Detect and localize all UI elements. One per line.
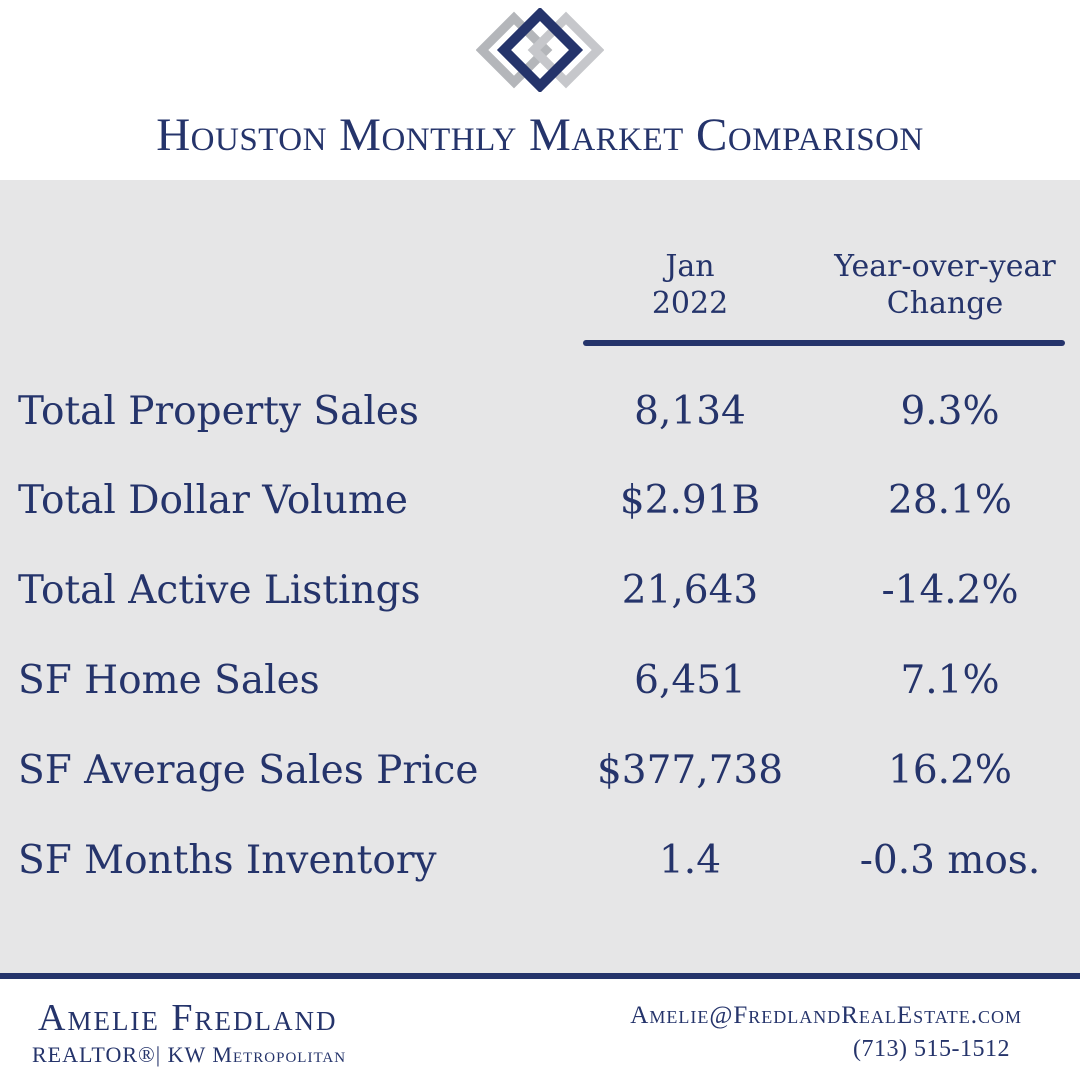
table-row: Total Dollar Volume $2.91B 28.1% [0, 471, 1080, 531]
row-label: SF Average Sales Price [18, 748, 479, 793]
column-header-month-line1: Jan [665, 249, 715, 284]
diamond-logo-icon [476, 8, 604, 92]
agent-email: Amelie@FredlandRealEstate.com [630, 1002, 1022, 1029]
column-header-month-line2: 2022 [651, 286, 729, 321]
row-label: Total Property Sales [18, 389, 419, 434]
row-value: 21,643 [621, 568, 759, 613]
row-label: Total Active Listings [18, 568, 421, 613]
row-change: 9.3% [900, 389, 1000, 434]
table-row: SF Average Sales Price $377,738 16.2% [0, 741, 1080, 801]
row-label: Total Dollar Volume [18, 478, 408, 523]
table-row: Total Active Listings 21,643 -14.2% [0, 561, 1080, 621]
row-value: 1.4 [658, 838, 722, 883]
row-change: 28.1% [888, 478, 1012, 523]
row-change: -14.2% [881, 568, 1019, 613]
row-label: SF Months Inventory [18, 838, 437, 883]
agent-phone: (713) 515-1512 [853, 1036, 1010, 1062]
footer-divider [0, 973, 1080, 979]
row-value: 6,451 [634, 658, 746, 703]
row-label: SF Home Sales [18, 658, 320, 703]
header-divider [583, 340, 1065, 346]
agent-name: Amelie Fredland [38, 997, 338, 1039]
table-row: SF Home Sales 6,451 7.1% [0, 651, 1080, 711]
row-value: $2.91B [619, 478, 761, 523]
row-value: $377,738 [596, 748, 784, 793]
column-header-change-line1: Year-over-year [834, 249, 1056, 284]
page-title: Houston Monthly Market Comparison [156, 109, 924, 161]
table-row: Total Property Sales 8,134 9.3% [0, 382, 1080, 442]
row-change: 7.1% [900, 658, 1000, 703]
row-value: 8,134 [634, 389, 746, 434]
column-header-change: Year-over-year Change [800, 248, 1080, 322]
column-header-month: Jan 2022 [610, 248, 770, 322]
agent-brokerage: REALTOR®| KW Metropolitan [32, 1042, 347, 1067]
table-row: SF Months Inventory 1.4 -0.3 mos. [0, 831, 1080, 891]
row-change: -0.3 mos. [859, 838, 1041, 883]
column-header-change-line2: Change [886, 286, 1004, 321]
row-change: 16.2% [888, 748, 1012, 793]
market-table-panel [0, 180, 1080, 973]
